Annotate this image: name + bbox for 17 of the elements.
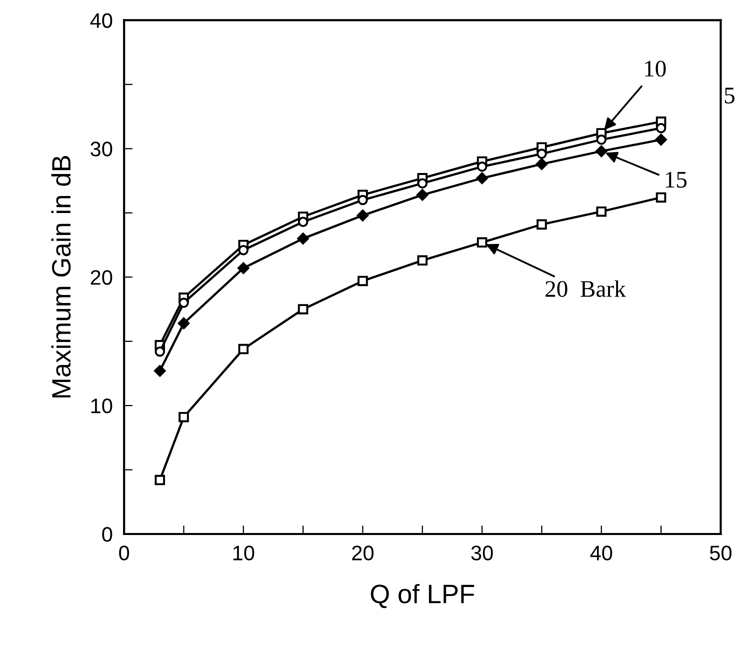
x-tick-label: 0 [119,546,130,560]
y-tick-label: 30 [90,142,112,156]
y-tick-label: 20 [90,270,112,285]
x-tick-label: 40 [590,546,612,560]
y-tick-label: 0 [102,526,112,542]
x-tick-label: 50 [710,546,732,560]
x-tick-label: 10 [233,546,254,560]
y-tick-label: 40 [90,13,112,28]
annotation: 20 Bark [546,280,626,297]
annotation: 5 [724,88,734,104]
annotation: 10 [645,60,666,77]
annotation: 15 [666,172,687,188]
x-axis-title: Q of LPF [370,584,474,608]
y-axis-title: Maximum Gain in dB [51,156,71,398]
x-tick-label: 30 [471,546,493,560]
y-tick-label: 10 [91,398,112,414]
x-tick-label: 20 [352,546,374,560]
